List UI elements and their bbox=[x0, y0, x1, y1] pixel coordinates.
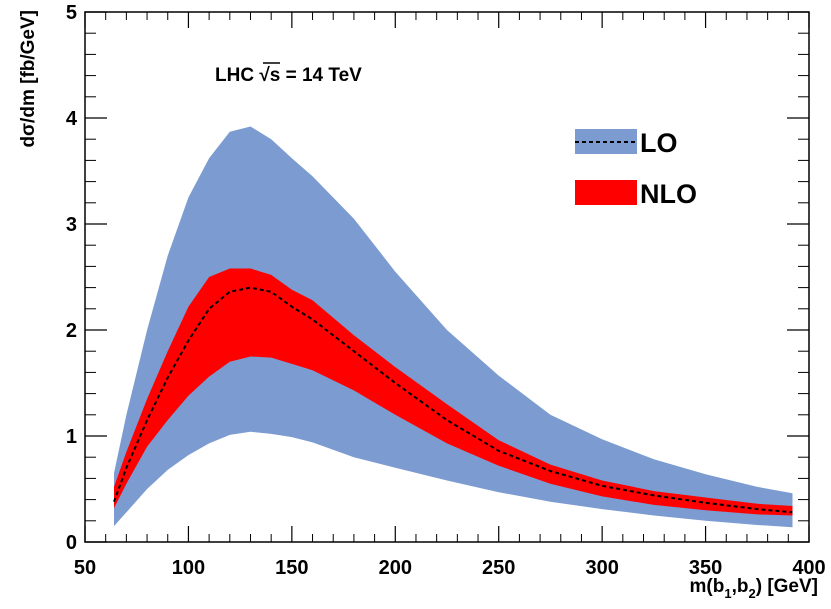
band-lo bbox=[114, 126, 793, 528]
legend-label-nlo: NLO bbox=[640, 179, 697, 209]
x-tick-label: 350 bbox=[689, 557, 722, 579]
central-line bbox=[113, 286, 793, 514]
x-tick-label: 250 bbox=[482, 557, 515, 579]
lines-layer bbox=[113, 286, 793, 514]
annotation-sqrt: √s bbox=[259, 65, 280, 86]
y-tick-label: 1 bbox=[66, 426, 77, 448]
plot-frame bbox=[84, 11, 810, 543]
x-tick-label: 300 bbox=[585, 557, 618, 579]
tick-labels-layer: 50 100 150 200 250 300 350 400 0 1 2 3 4 5 bbox=[66, 2, 826, 579]
x-tick-label: 150 bbox=[275, 557, 308, 579]
x-label-part-end: ) [GeV] bbox=[756, 576, 818, 597]
x-label-part-main: m(b bbox=[690, 576, 725, 597]
y-axis-label: dσ/dm [fb/GeV] bbox=[18, 10, 39, 148]
x-tick-label: 100 bbox=[172, 557, 205, 579]
ticks-layer bbox=[84, 11, 810, 543]
x-tick-label: 400 bbox=[792, 557, 825, 579]
annotation-suffix: = 14 TeV bbox=[280, 65, 362, 86]
legend-swatch-nlo bbox=[575, 180, 637, 205]
band-nlo bbox=[114, 268, 793, 516]
y-tick-label: 3 bbox=[66, 214, 77, 236]
legend-label-lo: LO bbox=[640, 128, 678, 158]
y-tick-label: 2 bbox=[66, 320, 77, 342]
y-tick-label: 0 bbox=[66, 532, 77, 554]
x-label-part-mid: ,b bbox=[732, 576, 749, 597]
bands-layer bbox=[114, 126, 793, 528]
legend: LO NLO bbox=[575, 128, 697, 209]
y-tick-label: 5 bbox=[66, 2, 77, 24]
x-axis-label: m(b1,b2) [GeV] bbox=[690, 576, 818, 601]
x-tick-label: 200 bbox=[379, 557, 412, 579]
x-tick-label: 50 bbox=[74, 557, 96, 579]
x-label-sub-1: 1 bbox=[724, 586, 731, 601]
annotation-prefix: LHC bbox=[215, 65, 259, 86]
x-label-sub-2: 2 bbox=[748, 586, 755, 601]
energy-annotation: LHC √s = 14 TeV bbox=[215, 65, 362, 86]
y-tick-label: 4 bbox=[66, 108, 78, 130]
